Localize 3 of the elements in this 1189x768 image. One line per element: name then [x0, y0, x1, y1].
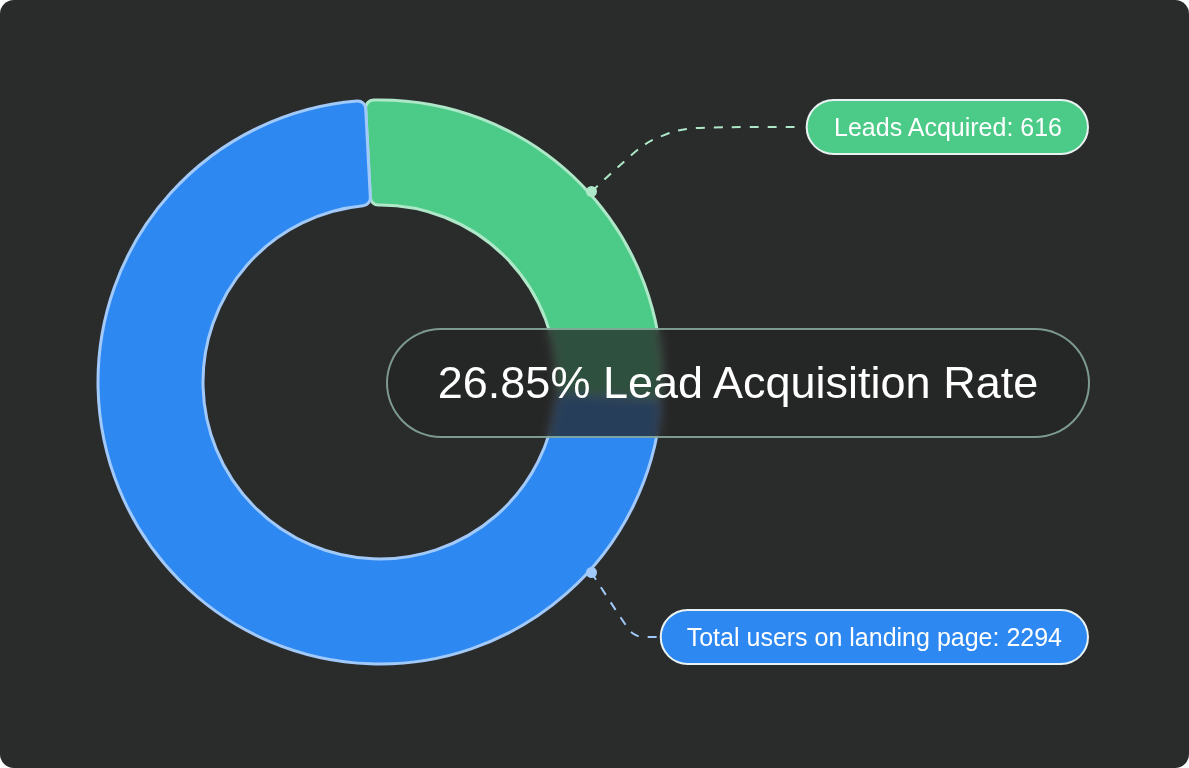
slice-label: Leads Acquired: 616 [834, 113, 1062, 141]
text: 26.85% Lead Acquisition Rate [386, 328, 1090, 438]
slice-label: Total users on landing page: 2294 [686, 623, 1063, 651]
